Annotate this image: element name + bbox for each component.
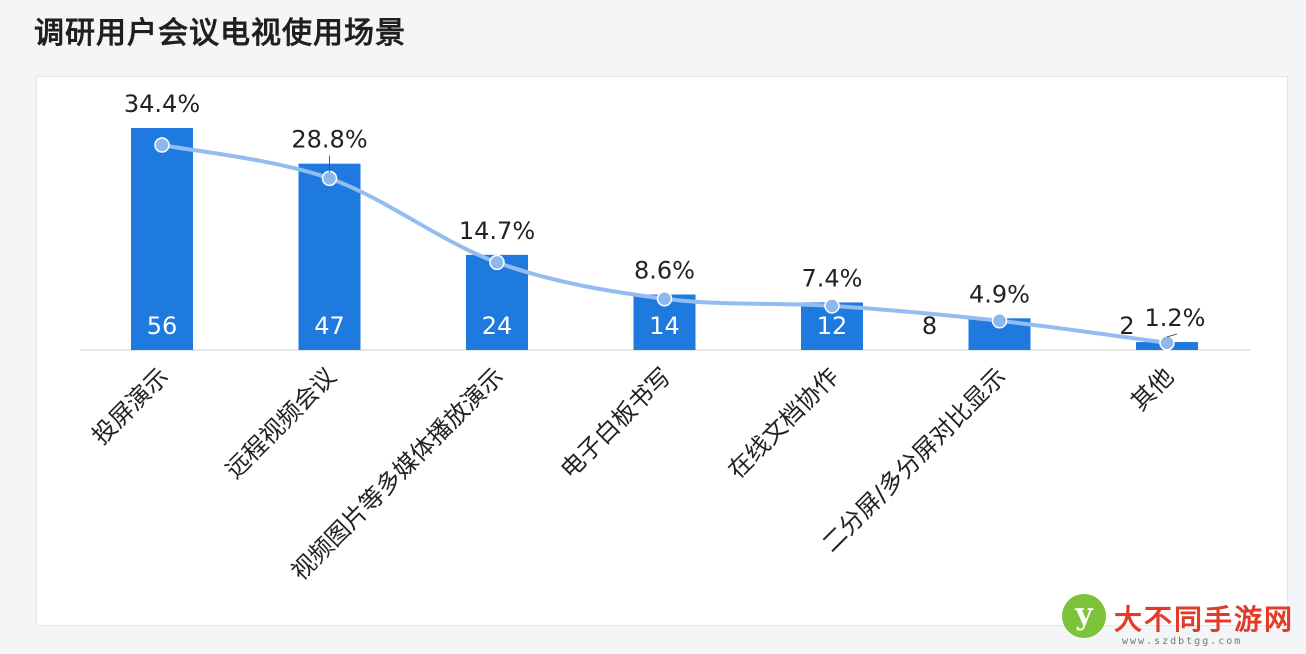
count-label-3: 24 [482, 312, 513, 340]
percent-label-6: 4.9% [969, 280, 1030, 308]
category-label-1: 投屏演示 [87, 362, 175, 450]
count-label-1: 56 [147, 312, 178, 340]
percent-label-1: 34.4% [124, 90, 200, 118]
watermark-url: www.szdbtgg.com [1122, 636, 1243, 647]
count-label-4: 14 [649, 312, 680, 340]
count-label-6: 8 [922, 312, 937, 340]
count-label-5: 12 [817, 312, 848, 340]
bar-1 [131, 128, 193, 350]
percent-label-7: 1.2% [1145, 304, 1206, 332]
percent-point-3 [489, 254, 505, 271]
watermark: y 大不同手游网 www.szdbtgg.com [1062, 588, 1306, 654]
leaf-y-logo-icon [1062, 594, 1106, 638]
watermark-logo-letter: y [1075, 597, 1093, 632]
category-label-6: 二分屏/多分屏对比显示 [817, 362, 1012, 557]
percent-label-2: 28.8% [291, 126, 367, 154]
percent-point-4 [656, 291, 673, 307]
count-label-2: 47 [314, 312, 345, 340]
count-label-7: 2 [1119, 312, 1134, 340]
percent-label-3: 14.7% [459, 217, 535, 245]
category-label-7: 其他 [1126, 362, 1180, 416]
chart-panel [36, 76, 1288, 626]
percent-point-1 [154, 137, 170, 153]
bar-2 [298, 163, 361, 350]
percent-point-7 [1159, 335, 1175, 351]
percent-leader-7 [1166, 333, 1178, 338]
percent-point-6 [991, 313, 1008, 329]
category-label-2: 远程视频会议 [220, 362, 342, 484]
percent-point-2 [321, 170, 338, 187]
category-label-4: 电子白板书写 [555, 362, 677, 484]
percent-label-5: 7.4% [802, 264, 863, 292]
category-label-5: 在线文档协作 [723, 362, 845, 484]
chart-title: 调研用户会议电视使用场景 [34, 16, 406, 51]
watermark-name: 大不同手游网 [1114, 603, 1295, 636]
percent-point-5 [824, 298, 840, 314]
percent-label-4: 8.6% [634, 257, 695, 285]
